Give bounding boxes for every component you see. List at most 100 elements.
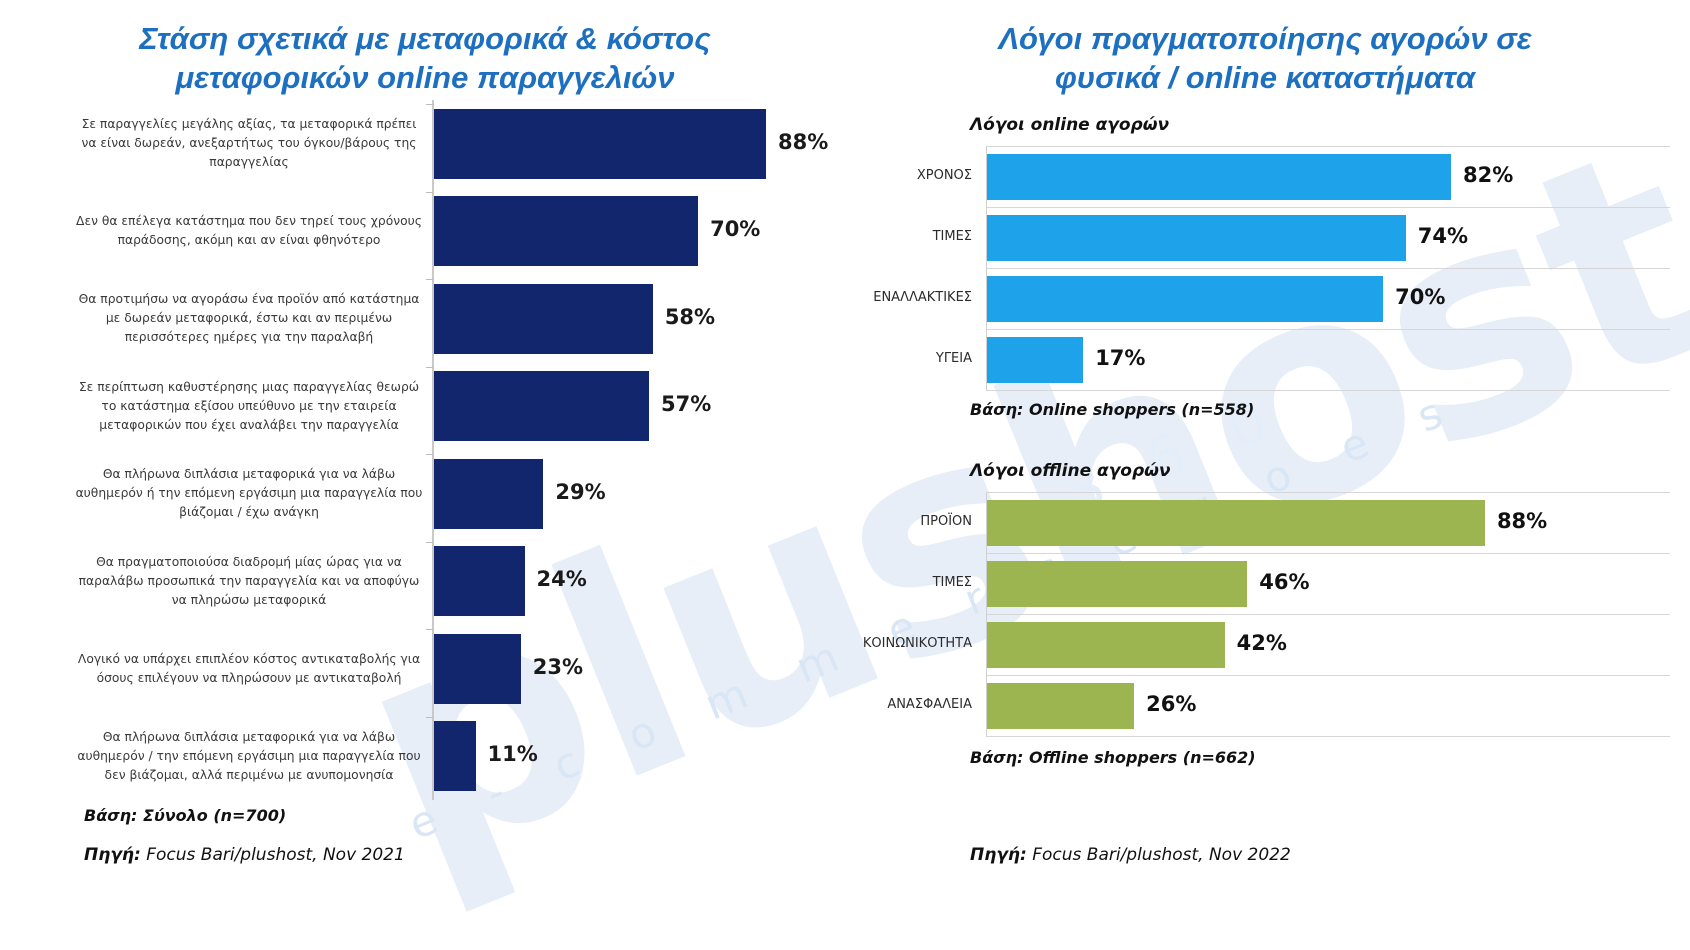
bar-value-label: 24%	[536, 567, 587, 592]
bar-value-label: 57%	[661, 392, 712, 417]
gridline	[986, 614, 1670, 615]
bar-value-label: 23%	[532, 654, 584, 679]
left-base-note: Βάση: Σύνολο (n=700)	[84, 806, 287, 825]
axis-tick	[426, 716, 433, 718]
left-panel: Στάση σχετικά με μεταφορικά & κόστος μετ…	[0, 0, 840, 950]
online-base-note: Βάση: Online shoppers (n=558)	[970, 400, 1255, 419]
left-panel-title: Στάση σχετικά με μεταφορικά & κόστος μετ…	[80, 20, 770, 98]
bar-category-label: Σε περίπτωση καθυστέρησης μιας παραγγελί…	[75, 363, 423, 451]
bar-value-label: 26%	[1146, 691, 1197, 716]
bar-category-label: Θα πλήρωνα διπλάσια μεταφορικά για να λά…	[75, 450, 423, 538]
bar-category-text: Δεν θα επέλεγα κατάστημα που δεν τηρεί τ…	[76, 214, 422, 248]
bar	[987, 153, 1451, 200]
bar-value-label: 82%	[1463, 162, 1514, 187]
right-source-text: Focus Bari/plushost, Nov 2022	[1026, 845, 1291, 865]
gridline	[986, 207, 1670, 208]
bar-category-text: Θα πραγματοποιούσα διαδρομή μίας ώρας γι…	[78, 554, 420, 607]
bar	[987, 499, 1485, 546]
bar-value-label: 11%	[487, 742, 538, 767]
online-reasons-heading: Λόγοι online αγορών	[970, 115, 1170, 135]
bar-category-label: ΥΓΕΙΑ	[935, 350, 972, 366]
bar	[434, 371, 650, 442]
bar-category-label: ΑΝΑΣΦΑΛΕΙΑ	[887, 696, 972, 712]
axis-tick	[426, 454, 433, 455]
axis-tick	[426, 104, 433, 105]
right-panel-title: Λόγοι πραγματοποίησης αγορών σε φυσικά /…	[860, 20, 1670, 98]
bar	[434, 458, 544, 529]
bar	[434, 721, 476, 792]
right-panel: Λόγοι πραγματοποίησης αγορών σε φυσικά /…	[840, 0, 1690, 950]
bar-value-label: 42%	[1236, 630, 1287, 655]
bar-category-label: ΤΙΜΕΣ	[932, 228, 972, 244]
bar	[987, 682, 1135, 729]
bar	[434, 546, 525, 617]
bar	[987, 275, 1384, 322]
offline-reasons-heading: Λόγοι offline αγορών	[970, 461, 1171, 481]
bar	[434, 283, 653, 354]
offline-reasons-chart: ΠΡΟΪΟΝ 88% ΤΙΜΕΣ 46% ΚΟΙΝΩΝΙΚΟΤΗΤΑ 42% ΑΝΑΣΦΑΛ…	[858, 492, 1678, 737]
bar-category-label: ΕΝΑΛΛΑΚΤΙΚΕΣ	[873, 289, 972, 305]
bar-value-label: 29%	[555, 479, 606, 504]
bar-category-label: ΧΡΟΝΟΣ	[916, 167, 972, 183]
bar-category-text: Σε παραγγελίες μεγάλης αξίας, τα μεταφορ…	[81, 117, 417, 170]
offline-base-note: Βάση: Offline shoppers (n=662)	[970, 748, 1256, 767]
chart-axis-line	[986, 146, 987, 390]
bar-category-label: ΠΡΟΪΟΝ	[920, 513, 972, 529]
gridline	[986, 146, 1670, 147]
bar	[987, 336, 1084, 383]
bar	[434, 633, 521, 704]
chart-axis-line	[986, 492, 987, 736]
right-title-line-1: Λόγοι πραγματοποίησης αγορών σε	[998, 21, 1532, 56]
attitudes-shipping-chart: Σε παραγγελίες μεγάλης αξίας, τα μεταφορ…	[75, 100, 828, 801]
bar-category-label: Θα προτιμήσω να αγοράσω ένα προϊόν από κ…	[75, 275, 423, 363]
left-source-note: Πηγή: Focus Bari/plushost, Nov 2021	[84, 845, 405, 865]
bar-category-text: Θα πλήρωνα διπλάσια μεταφορικά για να λά…	[77, 729, 421, 782]
axis-tick	[426, 629, 433, 630]
gridline	[986, 675, 1670, 676]
gridline	[986, 736, 1670, 737]
gridline	[986, 553, 1670, 554]
bar	[434, 108, 766, 179]
bar-category-text: Θα πλήρωνα διπλάσια μεταφορικά για να λά…	[75, 467, 423, 520]
bar-value-label: 58%	[664, 304, 716, 329]
bar	[987, 621, 1225, 668]
bar	[434, 196, 699, 267]
bar-value-label: 88%	[1496, 508, 1548, 533]
left-title-line-1: Στάση σχετικά με μεταφορικά & κόστος	[139, 21, 711, 56]
bar-value-label: 70%	[710, 217, 761, 242]
bar-value-label: 88%	[778, 129, 829, 154]
bar-category-label: Δεν θα επέλεγα κατάστημα που δεν τηρεί τ…	[75, 188, 423, 276]
bar-value-label: 74%	[1417, 223, 1468, 248]
right-title-line-2: φυσικά / online καταστήματα	[1054, 59, 1476, 95]
bar-category-label: Σε παραγγελίες μεγάλης αξίας, τα μεταφορ…	[75, 100, 423, 188]
axis-tick	[426, 191, 433, 193]
left-source-text: Focus Bari/plushost, Nov 2021	[140, 845, 405, 865]
gridline	[986, 492, 1670, 493]
bar-category-text: Λογικό να υπάρχει επιπλέον κόστος αντικα…	[77, 651, 421, 685]
gridline	[986, 329, 1670, 330]
bar-category-label: ΚΟΙΝΩΝΙΚΟΤΗΤΑ	[862, 635, 972, 651]
bar-value-label: 46%	[1259, 569, 1310, 594]
axis-tick	[426, 541, 433, 543]
bar-category-text: Θα προτιμήσω να αγοράσω ένα προϊόν από κ…	[78, 292, 420, 345]
bar	[987, 214, 1406, 261]
online-reasons-chart: ΧΡΟΝΟΣ 82% ΤΙΜΕΣ 74% ΕΝΑΛΛΑΚΤΙΚΕΣ 70% ΥΓΕΙΑ 17%	[858, 146, 1678, 391]
axis-tick	[426, 366, 433, 368]
bar-category-text: Σε περίπτωση καθυστέρησης μιας παραγγελί…	[78, 379, 420, 432]
bar-category-label: ΤΙΜΕΣ	[932, 574, 972, 590]
right-source-note: Πηγή: Focus Bari/plushost, Nov 2022	[970, 845, 1291, 865]
gridline	[986, 390, 1670, 391]
gridline	[986, 268, 1670, 269]
bar	[987, 560, 1248, 607]
left-title-line-2: μεταφορικών online παραγγελιών	[175, 59, 675, 95]
left-source-label: Πηγή:	[84, 845, 141, 865]
axis-tick	[426, 279, 433, 280]
bar-category-label: Θα πλήρωνα διπλάσια μεταφορικά για να λά…	[75, 713, 423, 801]
right-source-label: Πηγή:	[970, 845, 1027, 865]
bar-value-label: 17%	[1095, 345, 1146, 370]
bar-value-label: 70%	[1395, 284, 1446, 309]
bar-category-label: Θα πραγματοποιούσα διαδρομή μίας ώρας γι…	[75, 538, 423, 626]
bar-category-label: Λογικό να υπάρχει επιπλέον κόστος αντικα…	[75, 625, 423, 713]
chart-axis-line	[432, 100, 434, 800]
